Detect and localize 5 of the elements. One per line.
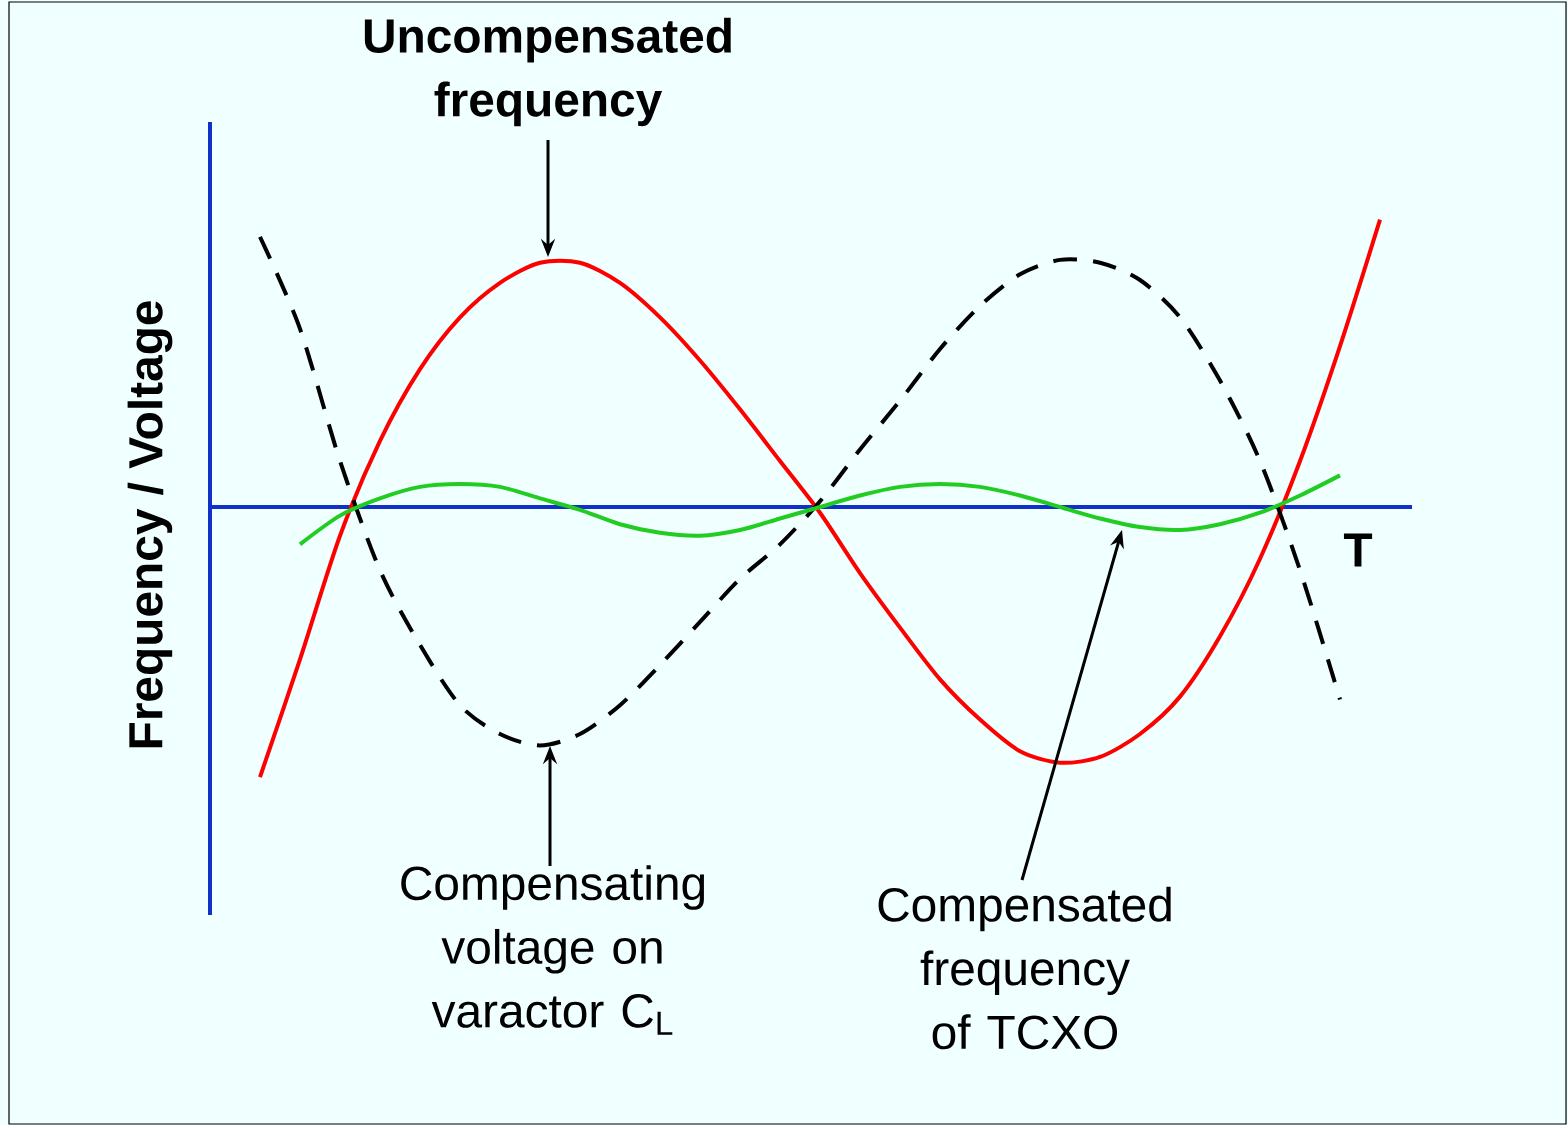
legend-label: Compensating voltage on varactor C$_{L}$ <box>401 865 705 1035</box>
text: Uncompensated frequency <box>364 17 731 127</box>
text: Compensated frequency of TCXO <box>878 886 1171 1050</box>
x-axis-title: T <box>1343 533 1373 567</box>
y-axis-title: Frequency / Voltage <box>127 301 173 748</box>
